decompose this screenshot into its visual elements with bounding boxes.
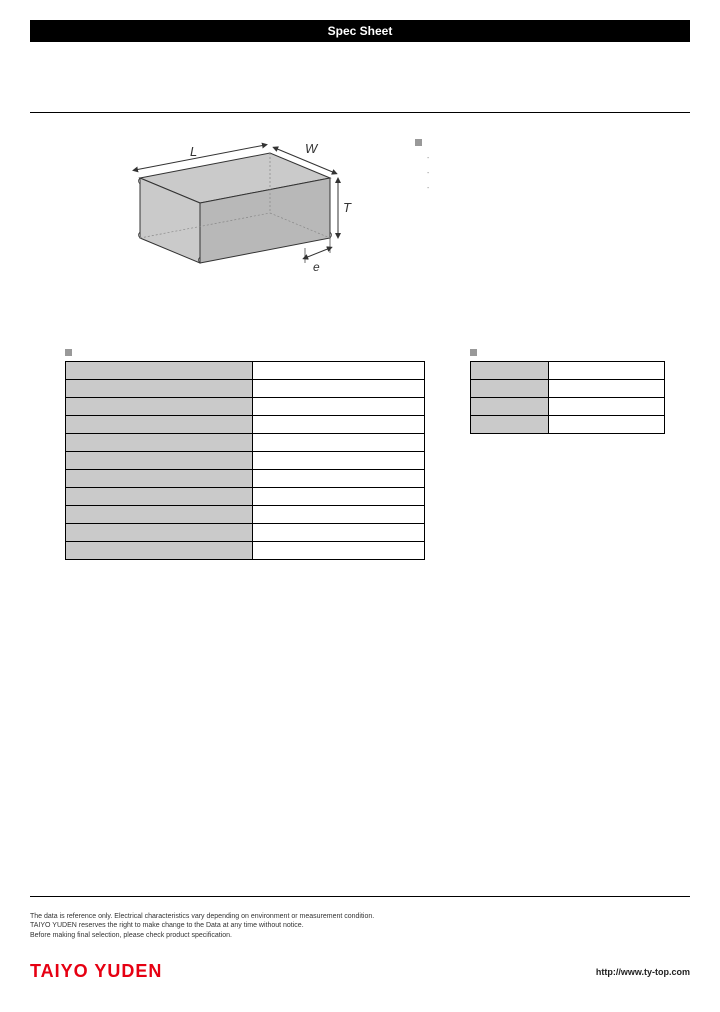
dim-heading-row [470,348,665,357]
spec-label-cell [66,452,253,470]
dash-icon: - [427,155,429,162]
spec-label-cell [66,362,253,380]
table-row [66,488,425,506]
table-row [471,362,665,380]
spec-label-cell [66,416,253,434]
header-bar: Spec Sheet [30,20,690,42]
feature-item: - [427,170,655,177]
dim-table-column [425,348,665,560]
company-logo: TAIYO YUDEN [30,961,162,982]
footer-divider [30,896,690,897]
label-L: L [190,144,197,159]
table-row [66,524,425,542]
feature-item: - [427,155,655,162]
spec-label-cell [66,470,253,488]
spec-value-cell [252,542,424,560]
table-row [66,380,425,398]
table-row [66,398,425,416]
footer: The data is reference only. Electrical c… [30,896,690,982]
spec-table-column [30,348,425,560]
dim-label-cell [471,380,549,398]
component-diagram: L W T e [100,138,360,308]
table-row [66,470,425,488]
dim-table [470,361,665,434]
table-row [471,398,665,416]
disclaimer-line: Before making final selection, please ch… [30,931,690,941]
spec-label-cell [66,506,253,524]
spec-value-cell [252,398,424,416]
table-row [66,452,425,470]
label-W: W [305,141,319,156]
table-row [66,542,425,560]
disclaimer-line: TAIYO YUDEN reserves the right to make c… [30,921,690,931]
disclaimer-line: The data is reference only. Electrical c… [30,912,690,922]
dash-icon: - [427,170,429,177]
table-row [471,380,665,398]
dim-value-cell [548,416,664,434]
disclaimer-block: The data is reference only. Electrical c… [30,912,690,941]
dim-label-cell [471,416,549,434]
table-row [66,362,425,380]
spec-value-cell [252,488,424,506]
spec-value-cell [252,506,424,524]
table-row [471,416,665,434]
label-T: T [343,200,352,215]
dim-value-cell [548,362,664,380]
spec-value-cell [252,452,424,470]
spec-label-cell [66,398,253,416]
table-row [66,434,425,452]
spec-value-cell [252,380,424,398]
company-url: http://www.ty-top.com [596,967,690,977]
spec-label-cell [66,524,253,542]
diagram-column: L W T e [30,138,375,308]
features-column: - - - [375,138,655,308]
table-row [66,506,425,524]
spec-label-cell [66,434,253,452]
dim-value-cell [548,398,664,416]
dim-label-cell [471,362,549,380]
spec-value-cell [252,416,424,434]
spec-label-cell [66,380,253,398]
top-info-area [30,52,690,112]
square-marker-icon [65,349,72,356]
spec-value-cell [252,362,424,380]
header-title: Spec Sheet [328,24,393,38]
dash-icon: - [427,185,429,192]
spec-label-cell [66,488,253,506]
dim-label-cell [471,398,549,416]
table-row [66,416,425,434]
square-marker-icon [470,349,477,356]
spec-value-cell [252,524,424,542]
spec-heading-row [65,348,425,357]
spec-value-cell [252,434,424,452]
feature-item: - [427,185,655,192]
spec-table [65,361,425,560]
features-heading-row [415,138,655,147]
top-divider [30,112,690,113]
label-e: e [313,260,320,274]
spec-value-cell [252,470,424,488]
square-marker-icon [415,139,422,146]
spec-label-cell [66,542,253,560]
dim-value-cell [548,380,664,398]
